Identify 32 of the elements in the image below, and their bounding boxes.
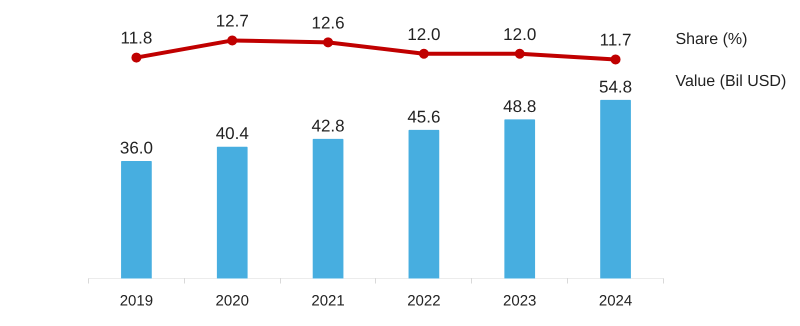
x-tick-label: 2020 — [216, 292, 249, 310]
data-label: 12.0 — [503, 24, 536, 44]
point — [131, 52, 142, 63]
point — [514, 48, 525, 59]
bar — [121, 161, 152, 278]
x-tick-label: 2023 — [503, 292, 536, 310]
data-label: 42.8 — [312, 116, 345, 136]
point — [610, 54, 621, 64]
data-label: 12.0 — [407, 24, 440, 44]
data-label: 36.0 — [120, 138, 153, 158]
data-label: 45.6 — [407, 107, 440, 126]
data-label: 12.7 — [216, 11, 249, 30]
bar — [312, 138, 344, 278]
data-label: 11.8 — [120, 28, 152, 48]
data-label: 54.8 — [599, 77, 632, 96]
data-label: 12.6 — [312, 13, 345, 32]
bar — [600, 100, 631, 278]
x-tick-label: 2022 — [407, 292, 441, 310]
x-tick-label: 2021 — [311, 292, 345, 310]
text: Value (Bil USD) — [675, 72, 786, 90]
data-label: 40.4 — [216, 124, 249, 144]
point — [418, 48, 429, 59]
x-tick-label: 2019 — [120, 292, 154, 310]
bar — [504, 119, 536, 278]
bar — [216, 146, 248, 278]
data-label: 48.8 — [503, 96, 536, 116]
text: Share (%) — [675, 30, 748, 48]
data-label: 11.7 — [600, 30, 632, 50]
point — [323, 37, 334, 48]
x-tick-label: 2024 — [598, 292, 632, 310]
bar — [408, 130, 440, 278]
point — [227, 35, 238, 46]
